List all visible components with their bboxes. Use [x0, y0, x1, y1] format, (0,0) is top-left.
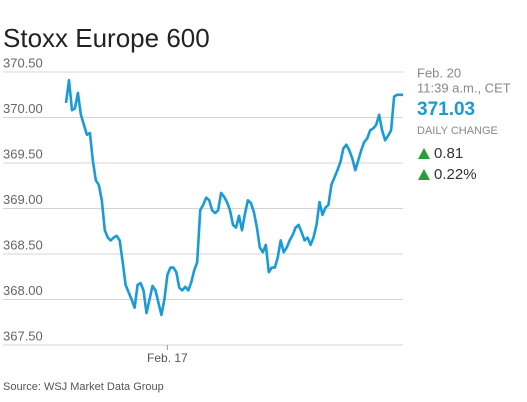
x-tick-label: Feb. 17 — [147, 351, 188, 365]
y-tick-label: 370.00 — [3, 101, 43, 116]
price-line — [64, 78, 403, 317]
quote-time: 11:39 a.m., CET — [417, 80, 511, 95]
y-tick-label: 369.00 — [3, 192, 43, 207]
up-arrow — [418, 169, 430, 180]
up-arrow — [418, 148, 430, 159]
y-tick-label: 368.00 — [3, 283, 43, 298]
y-tick-label: 369.50 — [3, 146, 43, 161]
y-tick-label: 368.50 — [3, 237, 43, 252]
daily-change-label: DAILY CHANGE — [417, 125, 498, 137]
last-price: 371.03 — [417, 99, 475, 120]
y-tick-label: 367.50 — [3, 328, 43, 343]
change-percent: 0.22% — [434, 166, 477, 183]
change: 0.81 — [434, 145, 463, 162]
y-tick-label: 370.50 — [3, 55, 43, 70]
source: Source: WSJ Market Data Group — [3, 381, 164, 393]
quote-date: Feb. 20 — [417, 65, 461, 80]
chart-title: Stoxx Europe 600 — [3, 23, 210, 53]
